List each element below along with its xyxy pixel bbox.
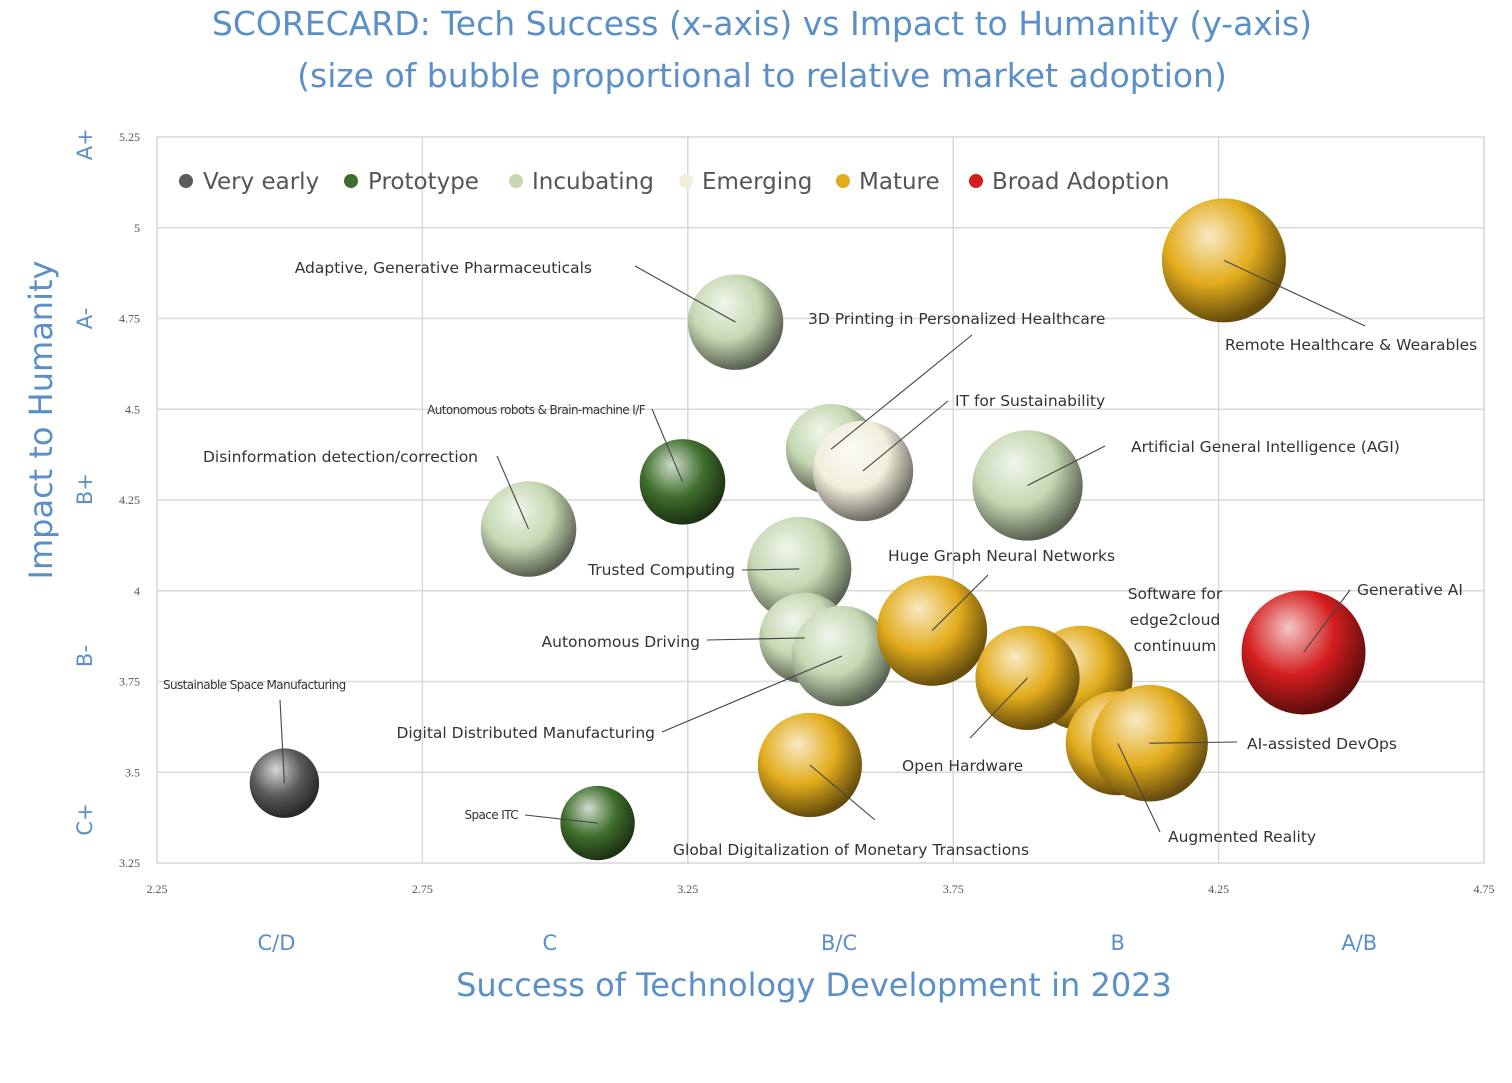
legend-label: Mature	[859, 169, 940, 195]
x-grade-label: B	[1111, 931, 1125, 955]
label-adaptive-generative-pharmaceuticals: Adaptive, Generative Pharmaceuticals	[295, 259, 592, 277]
legend-item-emerging: Emerging	[679, 169, 812, 195]
x-grade-label: B/C	[821, 931, 857, 955]
leader-line	[809, 764, 876, 821]
label-huge-graph-neural-networks: Huge Graph Neural Networks	[888, 547, 1115, 565]
label-generative-ai: Generative AI	[1357, 581, 1463, 599]
x-tick-label: 3.75	[943, 882, 964, 896]
legend-marker	[679, 174, 693, 188]
legend-item-incubating: Incubating	[509, 169, 654, 195]
leader-line	[1303, 589, 1351, 653]
x-tick-label: 2.25	[147, 882, 168, 896]
legend-label: Emerging	[702, 169, 812, 195]
label-artificial-general-intelligence-agi: Artificial General Intelligence (AGI)	[1131, 438, 1400, 456]
y-grade-label: C+	[73, 803, 97, 835]
label-digital-distributed-manufacturing: Digital Distributed Manufacturing	[396, 724, 655, 742]
label-software-for-edge2cloud-continuum: Software for edge2cloud continuum	[1128, 585, 1223, 655]
legend-label: Prototype	[368, 169, 479, 195]
legend-label: Broad Adoption	[992, 169, 1169, 195]
y-grade-label: A+	[73, 128, 97, 160]
legend-label: Very early	[203, 169, 319, 195]
bubble-artificial-general-intelligence-agi	[972, 430, 1083, 541]
leader-line	[661, 655, 842, 733]
label-3d-printing-in-personalized-healthcare: 3D Printing in Personalized Healthcare	[808, 310, 1105, 328]
legend-item-mature: Mature	[836, 169, 940, 195]
leader-line	[651, 408, 683, 483]
leader-line	[1149, 741, 1238, 744]
leader-line	[969, 677, 1028, 739]
y-tick-label: 4.75	[119, 312, 140, 326]
leader-line	[634, 265, 736, 323]
x-grade-label: C	[542, 931, 557, 955]
leader-line	[862, 400, 949, 472]
label-line: Software for	[1128, 585, 1223, 603]
label-line: continuum	[1134, 637, 1217, 655]
leader-line	[524, 814, 598, 824]
leader-line	[496, 455, 530, 530]
label-ai-assisted-devops: AI-assisted DevOps	[1247, 735, 1397, 753]
leader-line	[279, 699, 285, 784]
x-tick-label: 4.75	[1474, 882, 1495, 896]
x-grade-label: A/B	[1341, 931, 1377, 955]
x-grade-label: C/D	[257, 931, 295, 955]
y-tick-label: 4.25	[119, 493, 140, 507]
y-tick-label: 5	[134, 221, 140, 235]
leader-line	[741, 568, 800, 571]
leader-line	[830, 334, 973, 450]
label-sustainable-space-manufacturing: Sustainable Space Manufacturing	[163, 678, 346, 692]
y-axis-label: Impact to Humanity	[22, 261, 60, 580]
leader-line	[931, 574, 989, 632]
label-remote-healthcare-wearables: Remote Healthcare & Wearables	[1225, 336, 1477, 354]
bubbles	[249, 198, 1366, 861]
y-tick-label: 4.5	[125, 402, 140, 416]
leader-line	[1117, 742, 1161, 833]
leader-lines	[279, 259, 1366, 833]
y-tick-label: 3.5	[125, 765, 140, 779]
legend-marker	[509, 174, 523, 188]
leader-line	[706, 637, 805, 641]
y-grade-label: B+	[73, 473, 97, 505]
y-tick-label: 3.25	[119, 856, 140, 870]
label-autonomous-driving: Autonomous Driving	[542, 633, 700, 651]
y-tick-label: 5.25	[119, 130, 140, 144]
chart-title-line-2: (size of bubble proportional to relative…	[297, 56, 1227, 95]
legend-label: Incubating	[532, 169, 654, 195]
label-autonomous-robots-brain-machine-i-f: Autonomous robots & Brain-machine I/F	[427, 403, 646, 417]
label-disinformation-detection-correction: Disinformation detection/correction	[203, 448, 478, 466]
chart-title-line-1: SCORECARD: Tech Success (x-axis) vs Impa…	[212, 4, 1312, 43]
y-tick-label: 3.75	[119, 675, 140, 689]
y-tick-label: 4	[134, 584, 140, 598]
label-space-itc: Space ITC	[464, 808, 518, 822]
legend-marker	[344, 174, 358, 188]
bubble-ai-assisted-devops	[1091, 684, 1208, 802]
grade-labels: C/D C B/C B A/B A+ A- B+ B- C+	[73, 128, 1377, 955]
label-global-digitalization-of-monetary-transactions: Global Digitalization of Monetary Transa…	[673, 841, 1029, 859]
legend-item-prototype: Prototype	[344, 169, 479, 195]
legend-item-broad-adoption: Broad Adoption	[969, 169, 1169, 195]
x-tick-label: 3.25	[677, 882, 698, 896]
bubble-autonomous-robots-brain-machine-i-f	[639, 439, 726, 525]
x-tick-label: 2.75	[412, 882, 433, 896]
label-line: edge2cloud	[1130, 611, 1221, 629]
tick-labels: 2.25 2.75 3.25 3.75 4.25 4.75 5.25 5 4.75 4.5 4.25…	[119, 130, 1495, 896]
bubble-labels: Adaptive, Generative Pharmaceuticals 3D P…	[163, 259, 1477, 859]
leader-line	[1223, 259, 1366, 327]
legend-item-very-early: Very early	[179, 169, 319, 195]
label-trusted-computing: Trusted Computing	[587, 561, 735, 579]
label-augmented-reality: Augmented Reality	[1168, 828, 1316, 846]
label-open-hardware: Open Hardware	[902, 757, 1023, 775]
x-axis-label: Success of Technology Development in 202…	[456, 966, 1172, 1004]
y-grade-label: A-	[73, 308, 97, 329]
label-it-for-sustainability: IT for Sustainability	[955, 392, 1105, 410]
y-grade-label: B-	[73, 645, 97, 667]
x-tick-label: 4.25	[1208, 882, 1229, 896]
legend-marker	[179, 174, 193, 188]
legend-marker	[969, 174, 983, 188]
legend: Very early Prototype Incubating Emerging…	[179, 169, 1169, 195]
leader-line	[1027, 445, 1106, 486]
legend-marker	[836, 174, 850, 188]
